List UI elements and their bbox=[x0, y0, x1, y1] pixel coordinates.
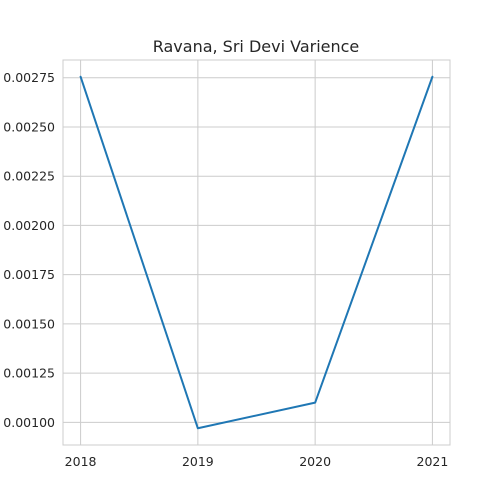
y-tick-label: 0.00150 bbox=[3, 316, 55, 331]
plot-area bbox=[62, 59, 451, 446]
grid-lines bbox=[63, 60, 450, 445]
x-tick-label: 2021 bbox=[417, 454, 449, 469]
series-layer bbox=[79, 75, 434, 430]
x-tick-label: 2020 bbox=[299, 454, 331, 469]
chart-title: Ravana, Sri Devi Varience bbox=[153, 37, 360, 56]
y-tick-label: 0.00225 bbox=[3, 169, 55, 184]
x-tick-label: 2019 bbox=[182, 454, 214, 469]
y-tick-label: 0.00250 bbox=[3, 119, 55, 134]
y-tick-label: 0.00125 bbox=[3, 366, 55, 381]
y-tick-label: 0.00175 bbox=[3, 267, 55, 282]
x-tick-label: 2018 bbox=[65, 454, 97, 469]
x-axis-ticks: 2018 2019 2020 2021 bbox=[65, 454, 449, 469]
y-tick-label: 0.00275 bbox=[3, 70, 55, 85]
y-tick-label: 0.00200 bbox=[3, 218, 55, 233]
y-axis-ticks: 0.00100 0.00125 0.00150 0.00175 0.00200 0.002… bbox=[3, 70, 55, 430]
y-tick-label: 0.00100 bbox=[3, 415, 55, 430]
series-line-0 bbox=[79, 75, 434, 430]
